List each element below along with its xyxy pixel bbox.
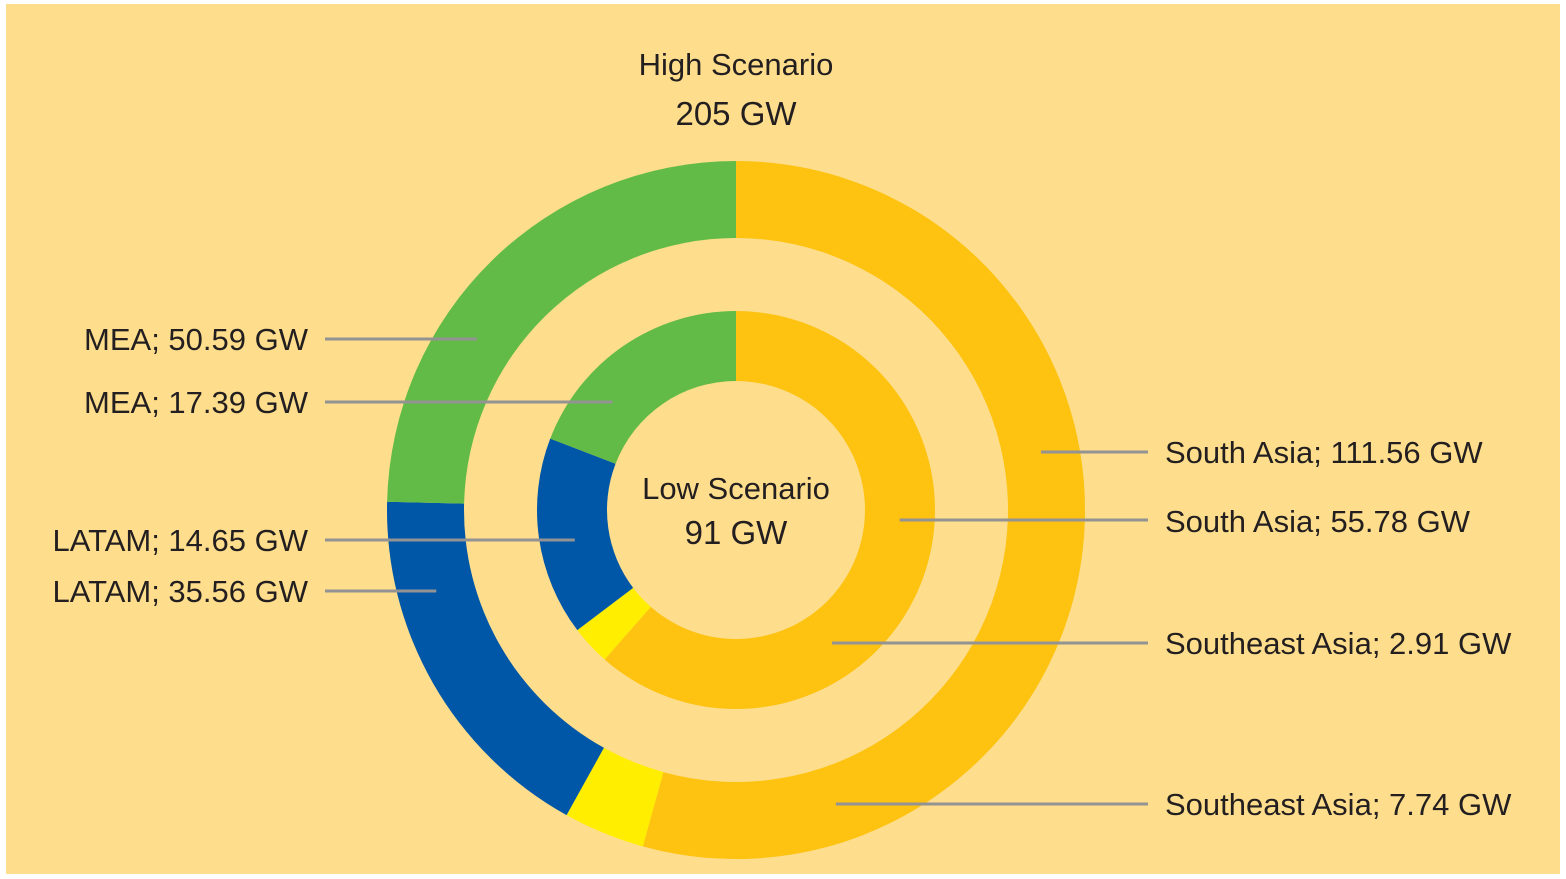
nested-donut-chart: High Scenario 205 GW Low Scenario 91 GW … <box>52 47 1512 859</box>
inner-slice-latam <box>537 438 634 631</box>
chart-panel: High Scenario 205 GW Low Scenario 91 GW … <box>6 4 1560 874</box>
outer-slice-mea <box>387 161 736 504</box>
inner-ring-low-scenario <box>537 311 935 709</box>
label-inner-mea: MEA; 17.39 GW <box>84 385 309 420</box>
label-outer-latam: LATAM; 35.56 GW <box>52 574 308 609</box>
leader-lines <box>325 337 1148 806</box>
outer-slice-latam <box>387 501 604 816</box>
label-inner-latam: LATAM; 14.65 GW <box>52 523 308 558</box>
high-scenario-total: 205 GW <box>675 95 797 132</box>
low-scenario-title: Low Scenario <box>642 471 830 506</box>
label-inner-south-asia: South Asia; 55.78 GW <box>1165 504 1471 539</box>
inner-slice-south-asia <box>604 311 935 709</box>
inner-slice-southeast-asia <box>577 587 651 660</box>
outer-slice-southeast-asia <box>566 747 664 847</box>
low-scenario-total: 91 GW <box>685 514 789 551</box>
label-inner-southeast-asia: Southeast Asia; 2.91 GW <box>1165 626 1512 661</box>
label-outer-mea: MEA; 50.59 GW <box>84 322 309 357</box>
outer-slice-south-asia <box>642 161 1086 859</box>
label-outer-south-asia: South Asia; 111.56 GW <box>1165 435 1483 470</box>
inner-slice-mea <box>550 311 736 464</box>
label-outer-southeast-asia: Southeast Asia; 7.74 GW <box>1165 787 1512 822</box>
high-scenario-title: High Scenario <box>639 47 834 82</box>
outer-ring-high-scenario <box>387 161 1086 859</box>
